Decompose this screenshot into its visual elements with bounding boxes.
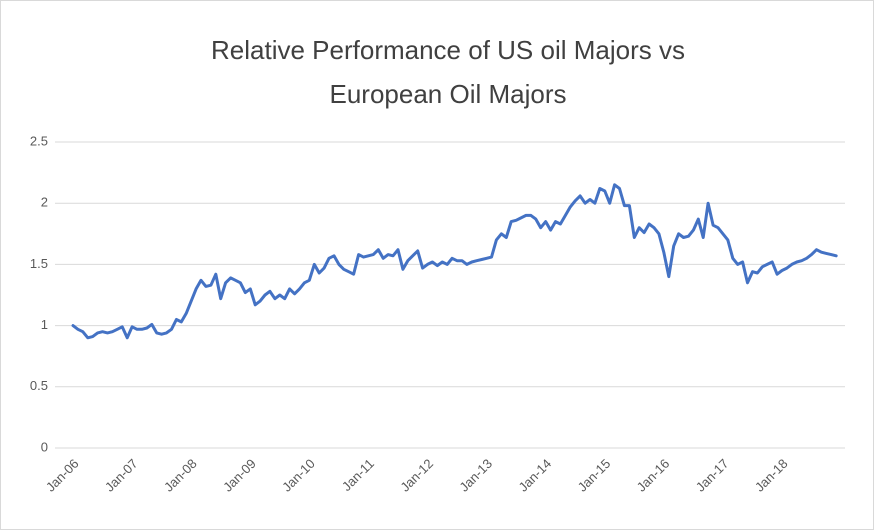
y-tick-label: 1.5 (30, 256, 48, 271)
chart-title: Relative Performance of US oil Majors vs (211, 35, 685, 65)
y-tick-label: 2 (41, 195, 48, 210)
series-line (71, 183, 838, 340)
y-tick-label: 0.5 (30, 378, 48, 393)
y-tick-label: 1 (41, 317, 48, 332)
chart-title: European Oil Majors (330, 79, 567, 109)
y-tick-label: 2.5 (30, 133, 48, 148)
y-tick-label: 0 (41, 439, 48, 454)
